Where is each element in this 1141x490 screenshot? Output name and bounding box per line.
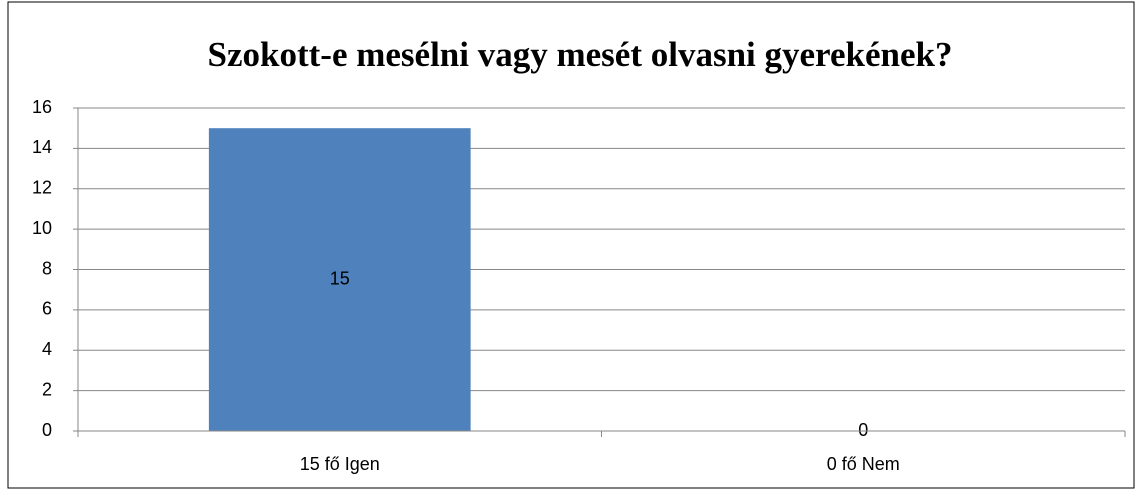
x-tick-label: 0 fő Nem [827,454,900,474]
chart-title: Szokott-e mesélni vagy mesét olvasni gye… [208,35,953,74]
y-tick-label: 14 [32,137,52,157]
y-tick-label: 12 [32,178,52,198]
data-label: 0 [858,420,868,440]
chart-border [7,1,1135,489]
y-tick-label: 10 [32,218,52,238]
bar [208,128,471,431]
y-tick-label: 0 [42,420,52,440]
data-label: 15 [330,268,350,288]
y-tick-label: 2 [42,379,52,399]
y-tick-label: 4 [42,339,52,359]
y-tick-label: 8 [42,258,52,278]
y-tick-label: 6 [42,299,52,319]
x-tick-label: 15 fő Igen [300,454,380,474]
y-tick-label: 16 [32,97,52,117]
